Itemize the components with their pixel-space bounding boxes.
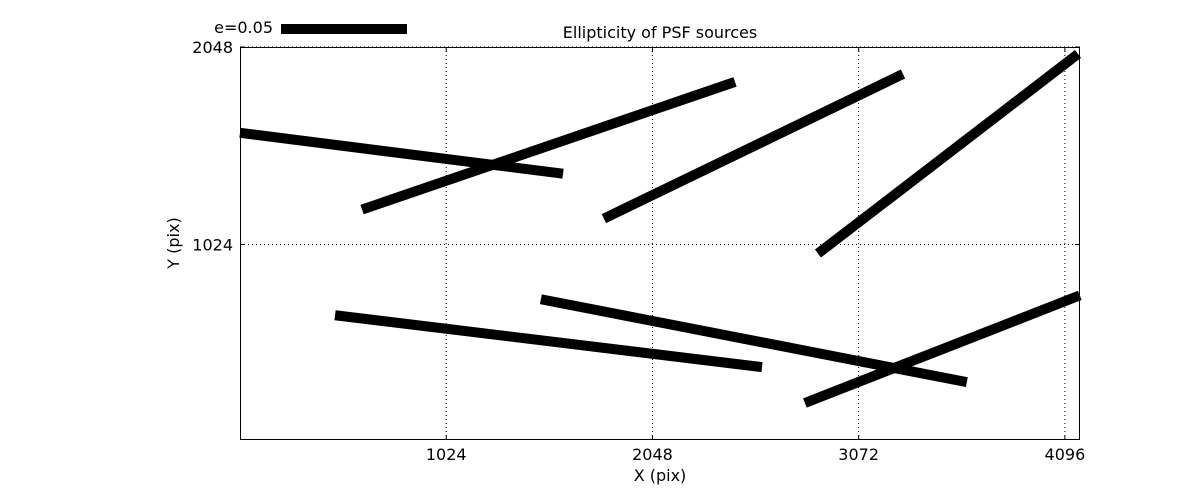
x-tick-label: 3072 [838,445,879,464]
whisker-segment [360,77,737,215]
legend-label: e=0.05 [214,18,273,37]
whisker-segment [239,127,564,179]
legend-line-sample [281,24,407,34]
x-tick-label: 1024 [426,445,467,464]
whisker-segment [601,69,906,224]
plot-border [240,47,1080,440]
whisker-segment [814,49,1082,258]
x-tick-label: 2048 [632,445,673,464]
x-tick-label: 4096 [1045,445,1086,464]
whisker-segment [334,310,763,373]
chart-title: Ellipticity of PSF sources [562,23,758,42]
y-tick-label: 2048 [192,38,233,57]
y-tick-label: 1024 [192,235,233,254]
whisker-segment [803,290,1082,408]
x-axis-label: X (pix) [633,466,687,485]
